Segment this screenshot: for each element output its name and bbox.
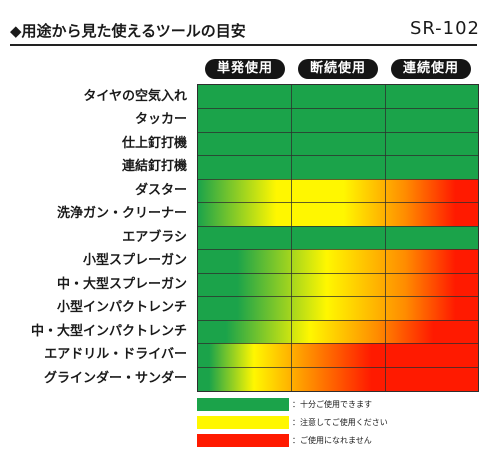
row-label-tacker: タッカー (134, 112, 187, 127)
grid-row-rating (198, 132, 478, 155)
row-label-air-drill-driver: エアドリル・ドライバー (44, 347, 187, 362)
header: ◆用途から見た使えるツールの目安 SR-102 (10, 18, 480, 44)
row-label-small-impact-wrench: 小型インパクトレンチ (56, 300, 187, 315)
header-divider (10, 44, 477, 46)
grid-row-rating (198, 343, 478, 367)
grid-row-divider (198, 320, 478, 321)
column-header-continuous-use: 連続使用 (391, 59, 471, 79)
row-label-large-spray-gun: 中・大型スプレーガン (56, 277, 187, 292)
grid-row-rating (198, 296, 478, 320)
grid-row-rating (198, 273, 478, 296)
grid-row-divider (198, 179, 478, 180)
grid-row-rating (198, 367, 478, 391)
legend-text-caution: ：注意してご使用ください (292, 418, 388, 427)
grid-row-divider (198, 273, 478, 274)
grid-row-rating (198, 320, 478, 343)
grid-row-rating (198, 249, 478, 273)
page-title: ◆用途から見た使えるツールの目安 (10, 22, 246, 40)
grid-row-divider (198, 226, 478, 227)
usage-grid (197, 84, 479, 392)
grid-row-divider (198, 367, 478, 368)
legend-text-ok: ：十分ご使用できます (292, 400, 372, 409)
grid-row-rating (198, 155, 478, 179)
grid-row-divider (198, 343, 478, 344)
grid-row-divider (198, 249, 478, 250)
row-label-finish-nailer: 仕上釘打機 (121, 136, 187, 151)
row-label-airbrush: エアブラシ (122, 230, 187, 245)
row-label-duster: ダスター (134, 183, 187, 198)
legend-swatch-ok (197, 398, 289, 411)
grid-row-rating (198, 226, 478, 249)
model-number: SR-102 (409, 18, 480, 39)
grid-row-divider (198, 155, 478, 156)
legend-swatch-caution (197, 416, 289, 429)
legend-swatch-not-usable (197, 434, 289, 447)
row-label-tire-inflator: タイヤの空気入れ (83, 89, 187, 104)
row-label-large-impact-wrench: 中・大型インパクトレンチ (30, 324, 187, 339)
grid-column-divider (291, 85, 292, 391)
legend-text-not-usable: ：ご使用になれません (292, 436, 372, 445)
grid-row-divider (198, 132, 478, 133)
grid-row-rating (198, 108, 478, 132)
grid-column-divider (385, 85, 386, 391)
grid-row-rating (198, 85, 478, 108)
row-label-grinder-sander: グラインダー・サンダー (43, 371, 187, 386)
grid-row-divider (198, 108, 478, 109)
row-label-coil-nailer: 連結釘打機 (121, 159, 187, 174)
grid-row-rating (198, 179, 478, 202)
column-header-intermittent-use: 断続使用 (298, 59, 378, 79)
grid-row-rating (198, 202, 478, 226)
row-label-washing-gun: 洗浄ガン・クリーナー (56, 206, 187, 221)
row-label-small-spray-gun: 小型スプレーガン (82, 253, 187, 268)
grid-row-divider (198, 202, 478, 203)
grid-row-divider (198, 296, 478, 297)
column-header-single-use: 単発使用 (205, 59, 285, 79)
